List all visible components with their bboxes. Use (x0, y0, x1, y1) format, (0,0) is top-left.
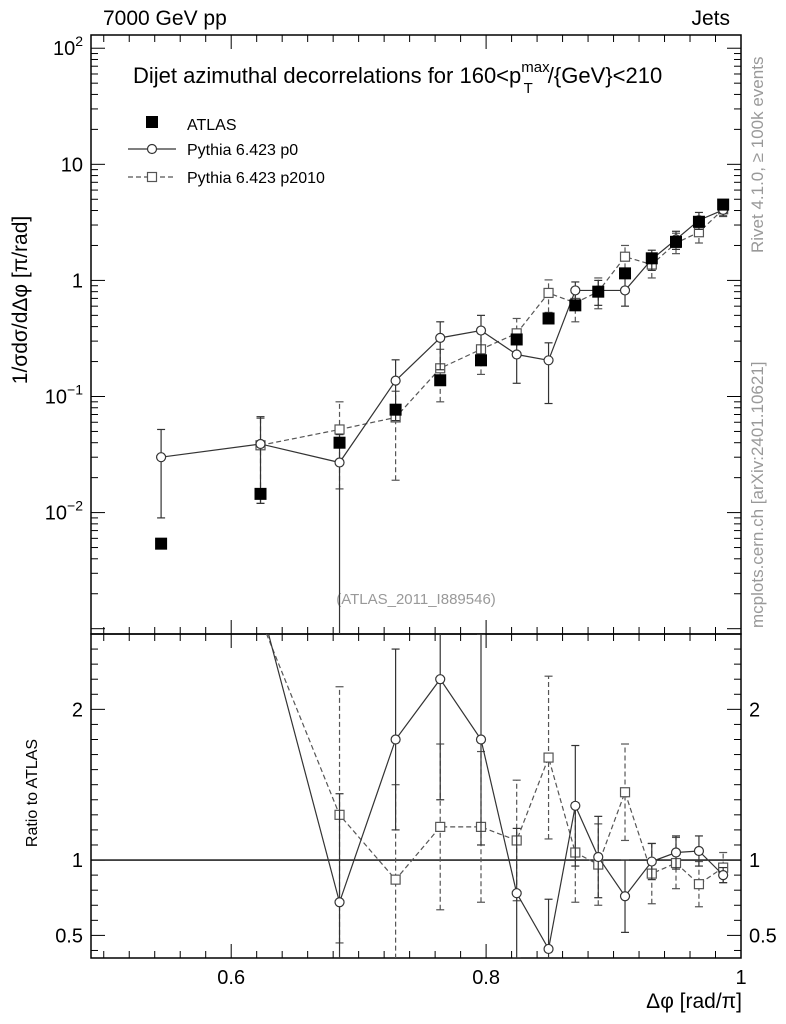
p2010-main-point (619, 251, 631, 262)
p0-main-point (475, 325, 487, 336)
ratio-series-layer (157, 162, 729, 958)
atlas-main-point (155, 537, 168, 550)
legend-marker-p2010 (146, 171, 158, 183)
p0-main-point (390, 375, 401, 386)
p0-ratio-point (619, 891, 631, 902)
x-tick-label: 0.6 (217, 967, 245, 989)
main-y-axis-label: 1/σdσ/dΔφ [π/rad] (9, 216, 32, 384)
p0-ratio-point (511, 888, 522, 899)
p2010-ratio-point (543, 752, 554, 763)
atlas-main-point (333, 436, 346, 449)
p2010-ratio-point (390, 874, 401, 885)
atlas-main-point (510, 333, 523, 346)
p0-ratio-point (543, 943, 554, 955)
main-title: Dijet azimuthal decorrelations for 160<p… (133, 59, 662, 97)
legend-label-p2010: Pythia 6.423 p2010 (187, 170, 325, 187)
energy-label: 7000 GeV pp (103, 7, 227, 30)
legend-label-atlas: ATLAS (187, 117, 237, 134)
p2010-ratio-point (256, 614, 265, 623)
analysis-annotation: (ATLAS_2011_I889546) (336, 591, 496, 608)
p0-main-point (155, 452, 167, 463)
atlas-main-point (434, 374, 447, 387)
p2010-ratio-line (265, 634, 724, 885)
p0-ratio-point (256, 599, 265, 608)
atlas-main-point (569, 299, 582, 312)
legend: ATLAS Pythia 6.423 p0 Pythia 6.423 p2010 (128, 116, 325, 187)
legend-label-p0: Pythia 6.423 p0 (187, 142, 298, 159)
main-series-layer (155, 198, 730, 634)
category-label: Jets (691, 7, 730, 30)
atlas-main-point (645, 252, 658, 265)
y-tick-label: 10−2 (45, 498, 83, 525)
ratio-y-tick-label-right: 2 (749, 699, 760, 721)
atlas-main-point (254, 487, 267, 500)
atlas-main-point (592, 285, 605, 298)
p0-ratio-point (390, 734, 401, 745)
p0-ratio-point (693, 845, 705, 857)
atlas-main-point (670, 235, 682, 248)
ratio-y-axis-label: Ratio to ATLAS (24, 739, 41, 847)
p0-main-point (570, 285, 581, 296)
x-tick-label: 1 (735, 967, 746, 989)
y-tick-label: 1 (72, 270, 83, 292)
p0-ratio-point (334, 897, 345, 908)
p0-ratio-point (670, 847, 682, 858)
p0-ratio-point (435, 674, 446, 685)
axis-ticks (91, 35, 742, 958)
y-tick-label: 102 (53, 33, 83, 60)
p2010-main-line (260, 208, 724, 446)
atlas-main-point (692, 215, 705, 228)
p0-ratio-point (570, 800, 581, 811)
atlas-main-point (389, 403, 402, 416)
p0-ratio-point (718, 870, 729, 881)
ratio-y-tick-label-left: 0.5 (55, 925, 83, 947)
atlas-main-point (475, 354, 487, 367)
p0-main-point (619, 285, 631, 296)
atlas-main-point (619, 267, 632, 280)
p2010-ratio-point (619, 787, 631, 798)
p0-main-point (255, 438, 266, 450)
p0-ratio-point (646, 856, 657, 867)
ratio-y-tick-label-left: 2 (72, 699, 83, 721)
ratio-y-tick-label-left: 1 (72, 850, 83, 872)
legend-marker-atlas (146, 116, 158, 128)
x-tick-label: 0.8 (472, 967, 500, 989)
ratio-plot-frame (90, 633, 742, 959)
y-tick-label: 10 (61, 154, 83, 176)
p0-ratio-point (475, 734, 487, 745)
atlas-main-point (717, 198, 730, 211)
ratio-y-tick-label-right: 0.5 (749, 925, 777, 947)
y-tick-label: 10−1 (45, 382, 83, 409)
x-axis-label: Δφ [rad/π] (646, 990, 742, 1013)
atlas-main-point (542, 312, 555, 325)
p0-ratio-point (157, 162, 166, 171)
ratio-y-tick-label-right: 1 (749, 850, 760, 872)
p2010-main-point (543, 287, 554, 299)
p0-main-point (435, 332, 446, 343)
legend-marker-p0 (146, 143, 158, 155)
p2010-ratio-point (435, 821, 446, 832)
p2010-ratio-point (693, 879, 705, 890)
p0-main-point (511, 349, 522, 360)
p0-main-point (334, 457, 345, 468)
p0-main-point (543, 355, 554, 366)
p0-ratio-point (593, 851, 604, 863)
p2010-main-point (334, 424, 345, 435)
